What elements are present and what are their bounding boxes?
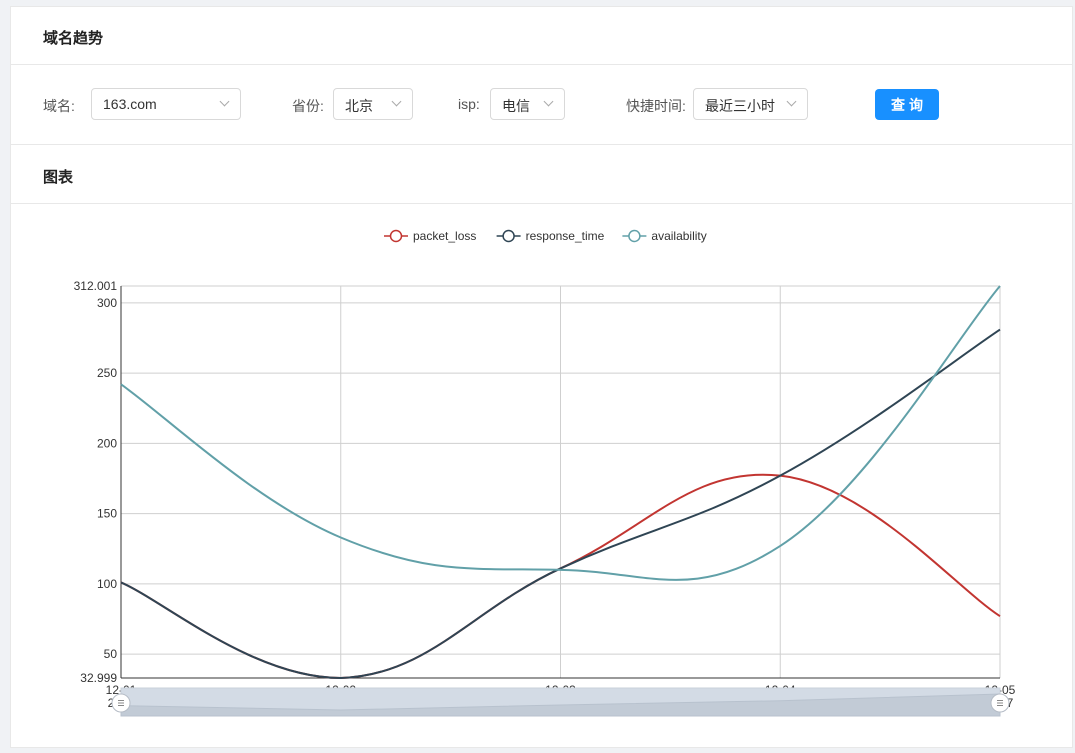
legend-label: packet_loss	[413, 229, 476, 243]
y-tick-label: 250	[97, 366, 117, 380]
legend-circle-icon	[389, 229, 403, 243]
y-tick-label: 150	[97, 507, 117, 521]
y-tick-label: 50	[104, 647, 118, 661]
series-line-response_time	[120, 328, 1001, 679]
query-button[interactable]: 查询	[875, 89, 939, 120]
isp-select-value: 电信	[502, 98, 530, 114]
province-select-value: 北京	[345, 98, 373, 114]
legend-item-packet_loss[interactable]: packet_loss	[384, 229, 476, 243]
isp-label: isp:	[458, 96, 480, 112]
chart-section-title: 图表	[43, 169, 74, 186]
y-tick-label: 300	[97, 296, 117, 310]
chart-section-header: 图表	[11, 146, 1072, 204]
panel-title: 域名趋势	[43, 30, 104, 47]
domain-select[interactable]: 163.com	[91, 88, 241, 120]
series-line-availability	[120, 285, 1001, 581]
legend-item-availability[interactable]: availability	[622, 229, 707, 243]
legend-label: availability	[651, 229, 706, 243]
y-tick-label: 200	[97, 436, 117, 450]
legend-item-response_time[interactable]: response_time	[496, 229, 605, 243]
panel-header: 域名趋势	[11, 7, 1072, 65]
time-select[interactable]: 最近三小时	[693, 88, 808, 120]
data-zoom-left-handle[interactable]	[111, 693, 131, 713]
filter-bar: 域名: 163.com 省份: 北京 isp: 电信 快捷时间: 最近三小时 查…	[11, 65, 1072, 145]
page-panel: 域名趋势 域名: 163.com 省份: 北京 isp: 电信 快捷时间: 最近…	[10, 6, 1073, 748]
time-select-value: 最近三小时	[705, 98, 775, 114]
legend-label: response_time	[526, 229, 605, 243]
province-select[interactable]: 北京	[333, 88, 413, 120]
y-max-label: 312.001	[74, 279, 118, 293]
domain-select-value: 163.com	[103, 96, 157, 112]
y-min-label: 32.999	[80, 671, 117, 685]
time-label: 快捷时间:	[626, 98, 686, 114]
y-tick-label: 100	[97, 577, 117, 591]
data-zoom-right-handle[interactable]	[990, 693, 1010, 713]
province-label: 省份:	[292, 98, 324, 114]
domain-label: 域名:	[43, 98, 75, 114]
legend-circle-icon	[628, 229, 641, 243]
isp-select[interactable]: 电信	[490, 88, 565, 120]
legend-circle-icon	[502, 229, 515, 243]
